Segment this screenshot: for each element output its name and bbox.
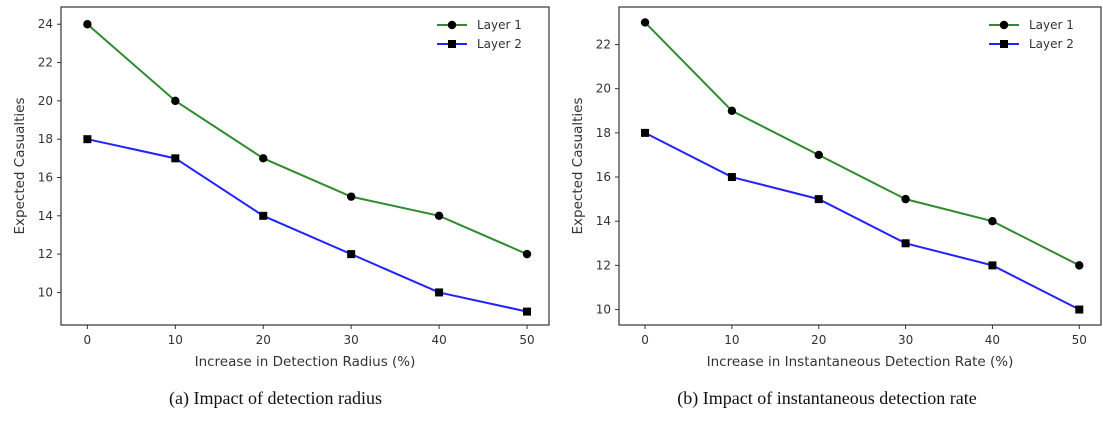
data-point-layer-1 bbox=[259, 154, 268, 163]
x-tick-label: 50 bbox=[1072, 333, 1087, 347]
y-tick-label: 10 bbox=[38, 285, 53, 299]
data-point-layer-1 bbox=[1075, 261, 1084, 270]
y-tick-label: 20 bbox=[596, 82, 611, 96]
y-tick-label: 22 bbox=[596, 38, 611, 52]
y-tick-label: 14 bbox=[596, 214, 611, 228]
data-point-layer-1 bbox=[814, 150, 823, 160]
data-point-layer-2 bbox=[814, 195, 823, 204]
legend-marker-layer-1 bbox=[447, 20, 457, 30]
y-tick-label: 12 bbox=[596, 258, 611, 272]
x-tick-label: 40 bbox=[431, 333, 446, 347]
data-point-layer-1 bbox=[901, 194, 910, 204]
caption-a: (a) Impact of detection radius bbox=[169, 388, 382, 408]
x-tick-label: 0 bbox=[84, 333, 92, 347]
data-point-layer-1 bbox=[83, 20, 92, 29]
y-tick-label: 16 bbox=[596, 170, 611, 184]
y-axis-label: Expected Casualties bbox=[570, 98, 586, 235]
series-line-layer-1 bbox=[86, 23, 528, 256]
data-point-layer-2 bbox=[347, 250, 356, 259]
plot-area bbox=[60, 6, 550, 326]
y-tick-label: 18 bbox=[38, 132, 53, 146]
legend-marker-layer-1 bbox=[999, 20, 1009, 30]
series-line-layer-2 bbox=[87, 138, 528, 313]
y-tick-label: 10 bbox=[596, 303, 611, 317]
y-tick-label: 24 bbox=[38, 17, 53, 31]
series-line-layer-1 bbox=[644, 21, 1080, 267]
data-point-layer-1 bbox=[346, 192, 356, 201]
x-tick-label: 30 bbox=[898, 333, 913, 347]
x-axis-label: Increase in Detection Radius (%) bbox=[195, 354, 416, 370]
series-line-layer-2 bbox=[644, 131, 1080, 311]
legend-label-layer-2: Layer 2 bbox=[1029, 37, 1074, 51]
chart-b: 10 12 14 16 18 20 22 0 10 20 30 40 50 Increase in Ins… bbox=[570, 6, 1102, 370]
y-tick-label: 12 bbox=[38, 247, 53, 261]
data-point-layer-2 bbox=[523, 307, 532, 316]
x-tick-label: 20 bbox=[811, 333, 826, 347]
data-point-layer-2 bbox=[901, 239, 910, 248]
x-tick-label: 10 bbox=[724, 333, 739, 347]
y-tick-label: 14 bbox=[38, 209, 53, 223]
data-point-layer-2 bbox=[1075, 305, 1084, 314]
legend-marker-layer-2 bbox=[1000, 40, 1008, 48]
data-point-layer-1 bbox=[434, 211, 444, 221]
data-point-layer-1 bbox=[988, 217, 997, 226]
y-tick-label: 22 bbox=[38, 56, 53, 70]
legend-label-layer-1: Layer 1 bbox=[477, 18, 522, 32]
chart-panel-b: 10 12 14 16 18 20 22 0 10 20 30 40 50 Increase in Ins… bbox=[551, 0, 1103, 422]
y-tick-label: 16 bbox=[38, 170, 53, 184]
data-point-layer-2 bbox=[259, 211, 268, 220]
plot-area bbox=[618, 6, 1102, 326]
x-tick-label: 50 bbox=[519, 333, 534, 347]
x-tick-label: 40 bbox=[985, 333, 1000, 347]
caption-b: (b) Impact of instantaneous detection ra… bbox=[677, 388, 977, 408]
x-axis-label: Increase in Instantaneous Detection Rate… bbox=[707, 354, 1014, 370]
chart-panel-a: 10 12 14 16 18 20 22 24 0 10 20 30 40 50 Increase in D… bbox=[0, 0, 551, 422]
y-tick-label: 20 bbox=[38, 94, 53, 108]
data-point-layer-1 bbox=[522, 249, 532, 259]
data-point-layer-2 bbox=[727, 173, 736, 182]
data-point-layer-2 bbox=[988, 261, 997, 270]
chart-a: 10 12 14 16 18 20 22 24 0 10 20 30 40 50 Increase in D… bbox=[12, 6, 550, 370]
legend-label-layer-1: Layer 1 bbox=[1029, 18, 1074, 32]
data-point-layer-2 bbox=[641, 128, 650, 137]
data-point-layer-1 bbox=[640, 18, 650, 27]
y-axis-label: Expected Casualties bbox=[12, 98, 28, 235]
legend-marker-layer-2 bbox=[448, 40, 456, 48]
data-point-layer-2 bbox=[435, 288, 444, 297]
y-tick-label: 18 bbox=[596, 126, 611, 140]
legend-label-layer-2: Layer 2 bbox=[477, 37, 522, 51]
data-point-layer-1 bbox=[171, 96, 180, 106]
data-point-layer-1 bbox=[727, 106, 737, 115]
x-tick-label: 10 bbox=[168, 333, 183, 347]
data-point-layer-2 bbox=[83, 135, 92, 144]
x-tick-label: 0 bbox=[641, 333, 649, 347]
x-tick-label: 20 bbox=[256, 333, 271, 347]
data-point-layer-2 bbox=[171, 154, 180, 163]
x-tick-label: 30 bbox=[344, 333, 359, 347]
